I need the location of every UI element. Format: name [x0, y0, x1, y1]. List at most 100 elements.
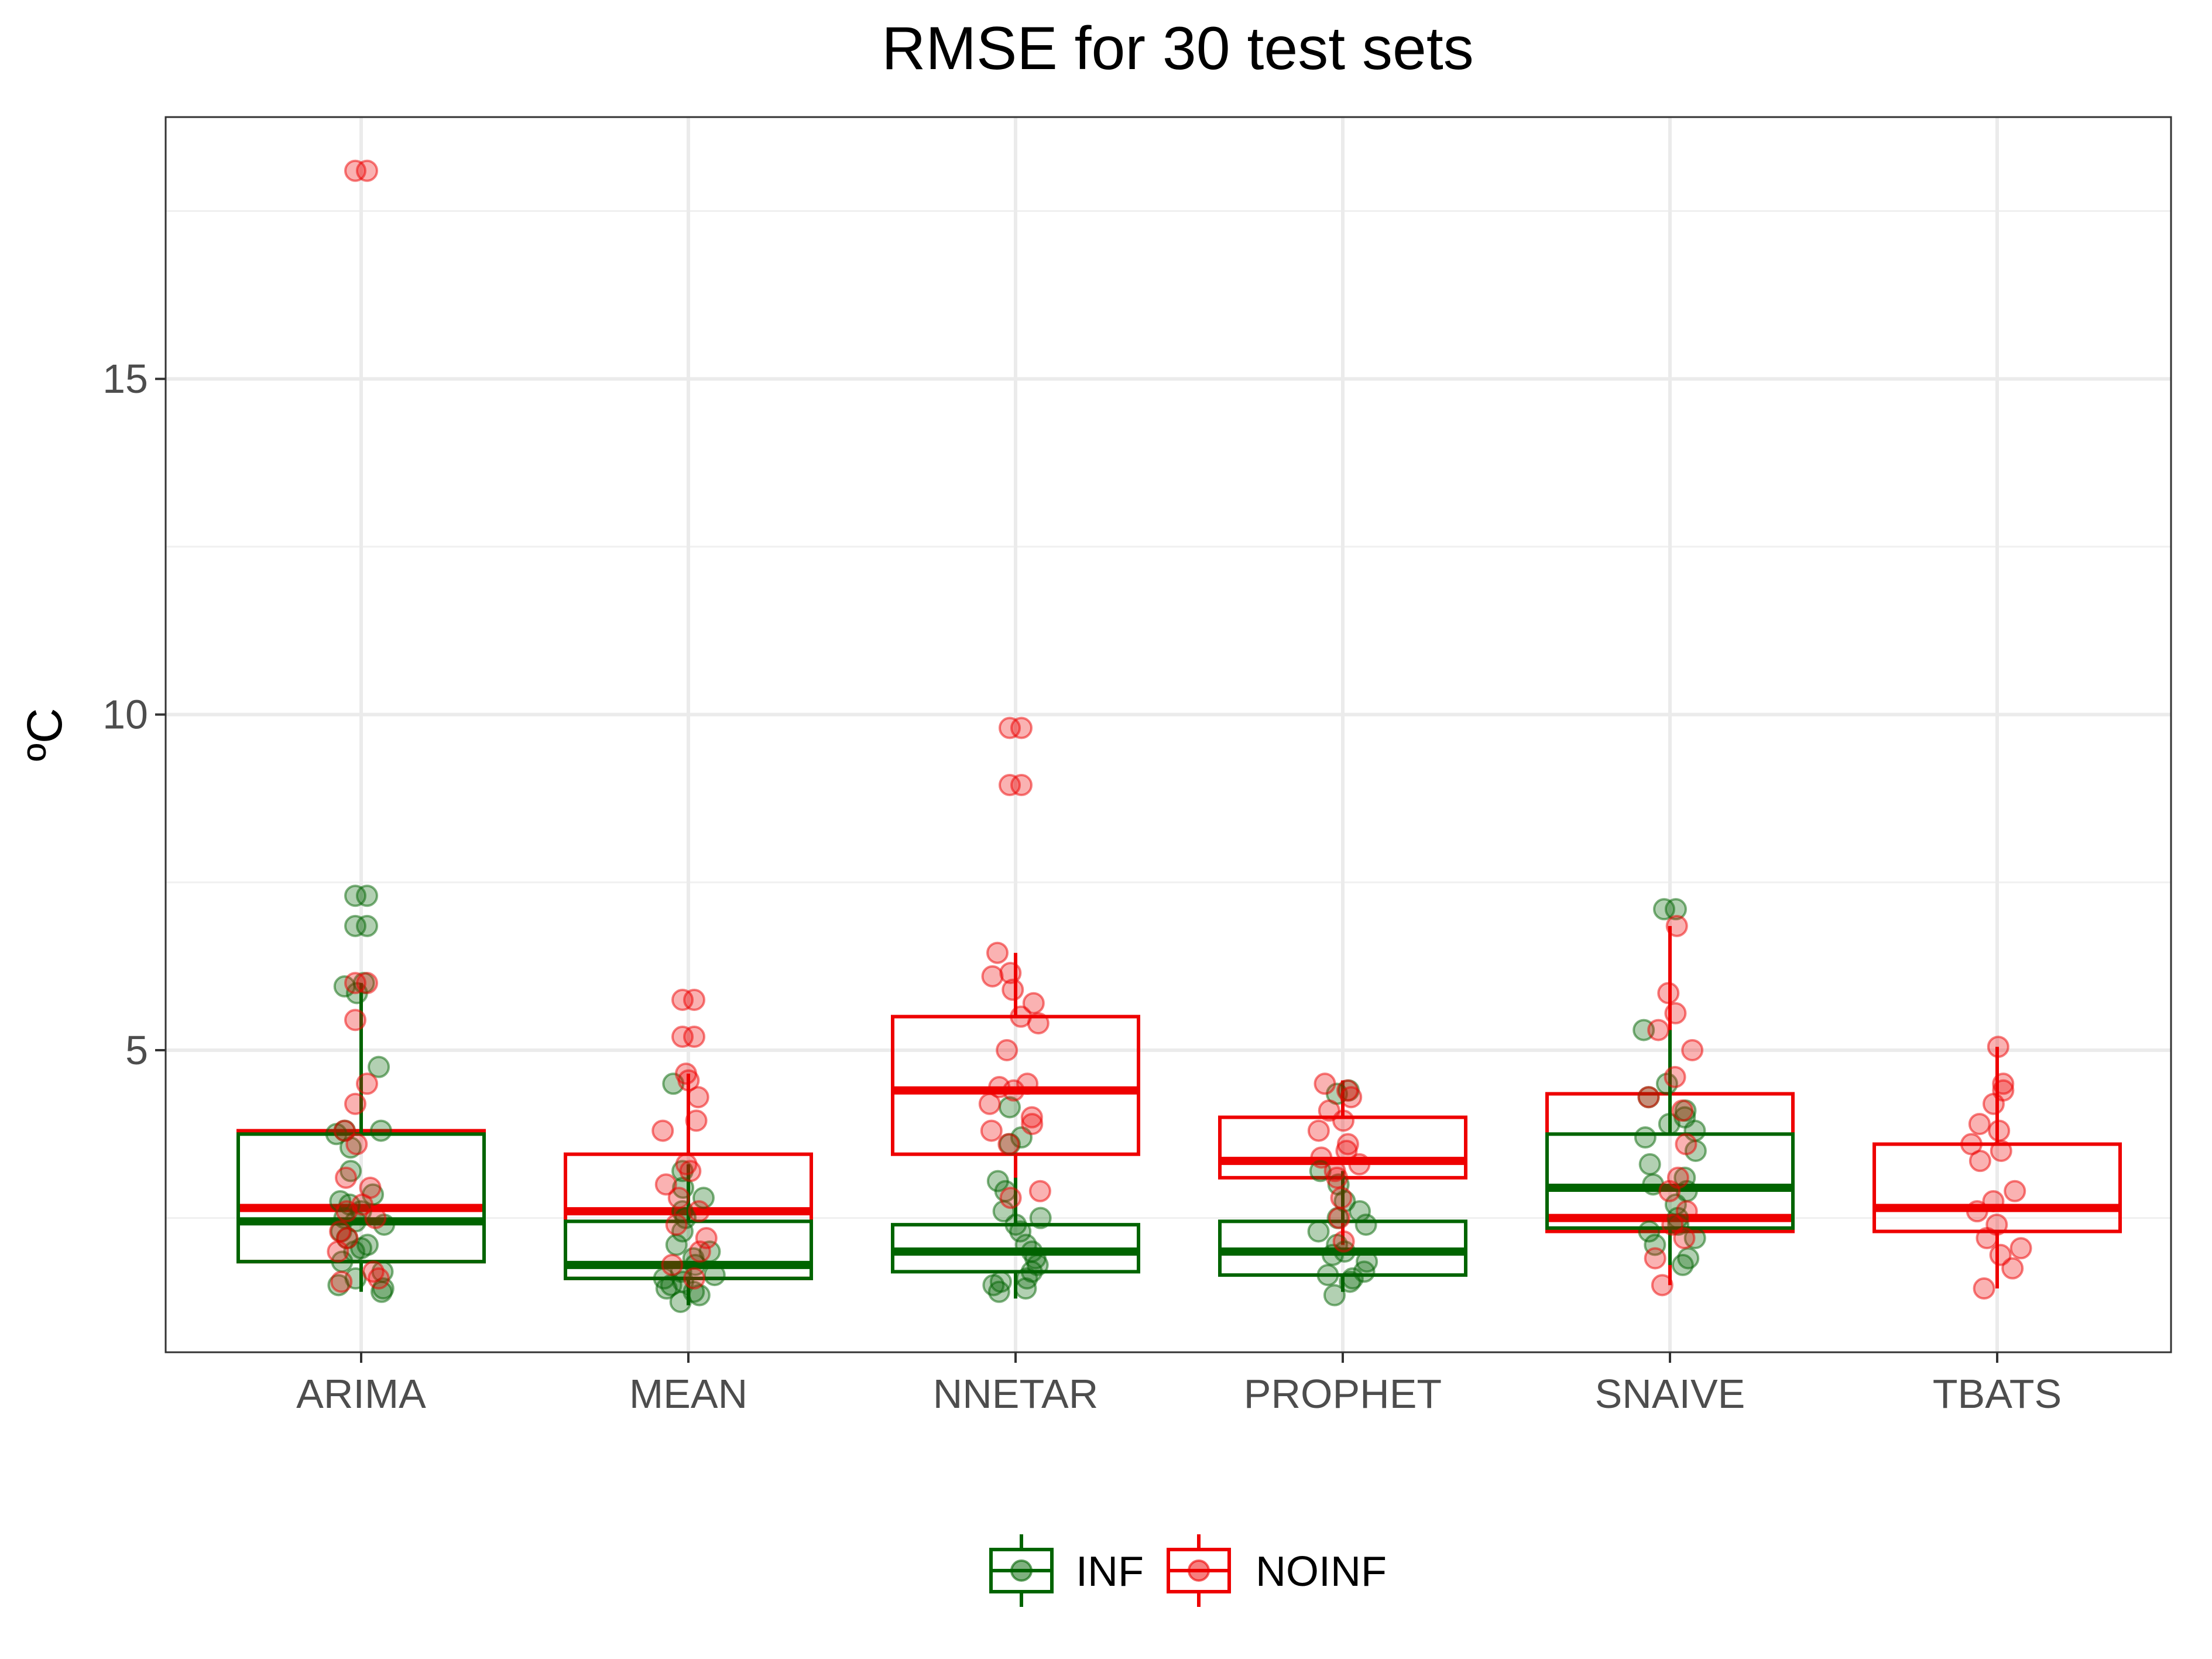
data-point-noinf — [1020, 1106, 1043, 1129]
data-point-inf — [369, 1119, 392, 1142]
plot-panel — [166, 117, 2171, 1352]
data-point-noinf — [1968, 1113, 1991, 1136]
y-tick-label: 10 — [102, 692, 148, 738]
data-point-inf — [986, 1170, 1009, 1192]
legend: INF NOINF — [989, 1534, 1387, 1607]
x-tick-label-tbats: TBATS — [1933, 1371, 2062, 1417]
data-point-inf — [1354, 1214, 1377, 1236]
data-point-noinf — [651, 1119, 674, 1142]
data-point-noinf — [683, 1026, 705, 1048]
data-point-noinf — [1675, 1200, 1698, 1223]
data-point-noinf — [356, 1072, 378, 1095]
data-point-noinf — [1681, 1038, 1704, 1061]
plot-panel-border — [164, 116, 2172, 1353]
data-point-noinf — [1022, 992, 1045, 1014]
data-point-noinf — [344, 972, 366, 995]
data-point-noinf — [1028, 1180, 1051, 1202]
data-point-noinf — [999, 717, 1021, 739]
data-point-noinf — [2004, 1180, 2026, 1202]
data-point-noinf — [1671, 1099, 1694, 1122]
data-point-inf — [1316, 1264, 1339, 1287]
data-point-noinf — [688, 1240, 711, 1263]
x-tick-label-nnetar: NNETAR — [933, 1371, 1099, 1417]
data-point-noinf — [1665, 914, 1688, 937]
data-point-noinf — [1010, 774, 1033, 797]
data-point-noinf — [1987, 1036, 2009, 1058]
data-point-noinf — [654, 1173, 677, 1196]
data-point-noinf — [1647, 1019, 1670, 1041]
data-point-noinf — [1666, 1166, 1689, 1189]
data-point-noinf — [1661, 1214, 1684, 1236]
data-point-inf — [356, 1233, 379, 1256]
data-point-inf — [1638, 1220, 1661, 1243]
data-point-noinf — [359, 1177, 382, 1199]
x-tick-label-mean: MEAN — [629, 1371, 747, 1417]
point-layer — [325, 159, 2032, 1313]
legend-key-point — [1188, 1559, 1210, 1582]
data-point-noinf — [1637, 1086, 1660, 1109]
data-point-noinf — [1985, 1214, 2008, 1236]
data-point-noinf — [356, 972, 378, 995]
data-point-noinf — [1675, 1133, 1697, 1156]
data-point-noinf — [661, 1253, 684, 1276]
data-point-noinf — [665, 1214, 688, 1236]
legend-item-noinf: NOINF — [1167, 1534, 1387, 1607]
data-point-inf — [1673, 1166, 1696, 1189]
data-point-noinf — [1010, 1005, 1033, 1028]
data-point-inf — [1341, 1267, 1364, 1290]
data-point-noinf — [685, 1109, 708, 1132]
data-point-noinf — [344, 1092, 366, 1115]
data-point-noinf — [1314, 1072, 1336, 1095]
data-point-inf — [368, 1055, 390, 1078]
data-point-noinf — [1966, 1200, 1988, 1223]
data-point-inf — [1307, 1220, 1330, 1243]
data-point-noinf — [344, 1009, 366, 1031]
data-point-inf — [1638, 1153, 1661, 1175]
y-tick-label: 5 — [125, 1027, 148, 1073]
data-point-noinf — [335, 1166, 358, 1189]
legend-label-inf: INF — [1076, 1548, 1144, 1595]
data-point-noinf — [1330, 1187, 1353, 1209]
data-point-noinf — [364, 1206, 387, 1229]
data-point-inf — [989, 1270, 1012, 1293]
data-point-noinf — [333, 1119, 356, 1142]
data-point-noinf — [1016, 1072, 1039, 1095]
box-iqr — [1873, 1142, 2122, 1233]
data-point-inf — [1014, 1233, 1037, 1256]
data-point-noinf — [996, 1038, 1018, 1061]
data-point-noinf — [1002, 978, 1024, 1001]
data-point-noinf — [1644, 1247, 1666, 1270]
data-point-inf — [344, 885, 366, 907]
data-point-inf — [356, 885, 378, 907]
data-point-noinf — [980, 1119, 1003, 1142]
axis-layer: 5 10 15 ARIMA MEAN NNETAR PROPHET SNAIVE TBATS — [102, 356, 2062, 1417]
data-point-noinf — [1651, 1274, 1673, 1297]
data-point-noinf — [683, 988, 705, 1011]
data-point-noinf — [1664, 1002, 1687, 1024]
data-point-inf — [344, 914, 366, 937]
data-point-noinf — [344, 159, 366, 182]
legend-item-inf: INF — [989, 1534, 1144, 1607]
legend-label-noinf: NOINF — [1256, 1548, 1387, 1595]
data-point-noinf — [1982, 1190, 2005, 1212]
legend-key-point — [1010, 1559, 1033, 1582]
data-point-inf — [1323, 1284, 1346, 1307]
data-point-noinf — [1310, 1146, 1333, 1169]
data-point-inf — [692, 1187, 715, 1209]
data-point-noinf — [695, 1227, 718, 1250]
data-point-inf — [1634, 1126, 1657, 1149]
data-point-noinf — [999, 1187, 1022, 1209]
data-point-inf — [1653, 898, 1675, 921]
data-point-noinf — [978, 1092, 1001, 1115]
data-point-noinf — [675, 1062, 698, 1085]
data-point-inf — [703, 1264, 726, 1287]
data-point-noinf — [671, 988, 694, 1011]
data-point-inf — [356, 914, 378, 937]
data-point-noinf — [330, 1270, 353, 1293]
data-point-noinf — [1989, 1243, 2012, 1266]
data-point-inf — [1349, 1200, 1371, 1223]
data-point-noinf — [1664, 1065, 1686, 1088]
x-tick-label-arima: ARIMA — [296, 1371, 426, 1417]
data-point-noinf — [675, 1153, 698, 1175]
